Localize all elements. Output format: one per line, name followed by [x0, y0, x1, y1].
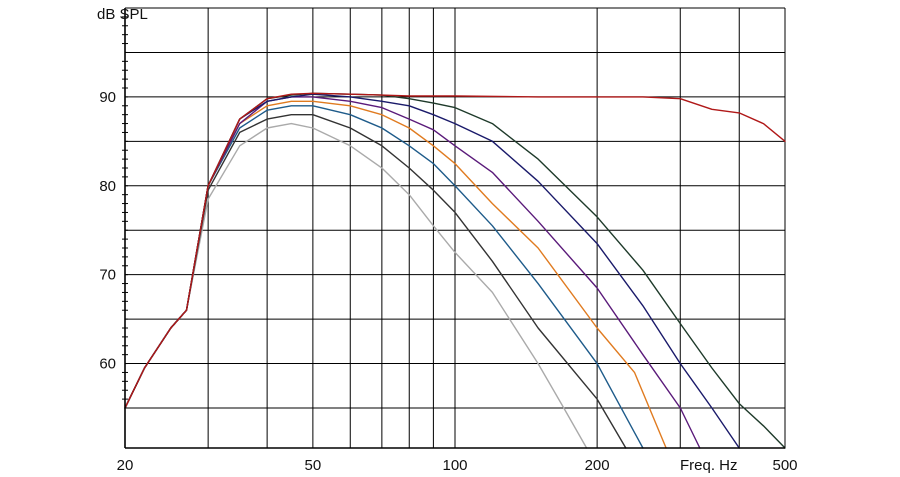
grid	[124, 7, 786, 448]
tick-labels: 20 50 100 200 500 60 70 80 90	[99, 89, 797, 474]
y-axis-title: dB SPL	[97, 6, 148, 23]
axes	[122, 8, 785, 449]
series-group	[124, 92, 786, 449]
series-line-8	[124, 92, 786, 409]
x-tick-label-200: 200	[585, 457, 610, 474]
x-tick-label-500: 500	[772, 457, 797, 474]
series-line-2	[124, 114, 627, 449]
x-tick-label-20: 20	[117, 457, 134, 474]
x-tick-label-100: 100	[442, 457, 467, 474]
x-axis-title: Freq. Hz	[680, 457, 738, 474]
y-tick-label-70: 70	[99, 267, 116, 284]
series-line-3	[124, 105, 644, 449]
series-line-1	[124, 122, 588, 449]
y-tick-label-80: 80	[99, 178, 116, 195]
y-tick-label-60: 60	[99, 356, 116, 373]
y-tick-label-90: 90	[99, 89, 116, 106]
series-line-6	[124, 93, 740, 449]
x-tick-label-50: 50	[305, 457, 322, 474]
